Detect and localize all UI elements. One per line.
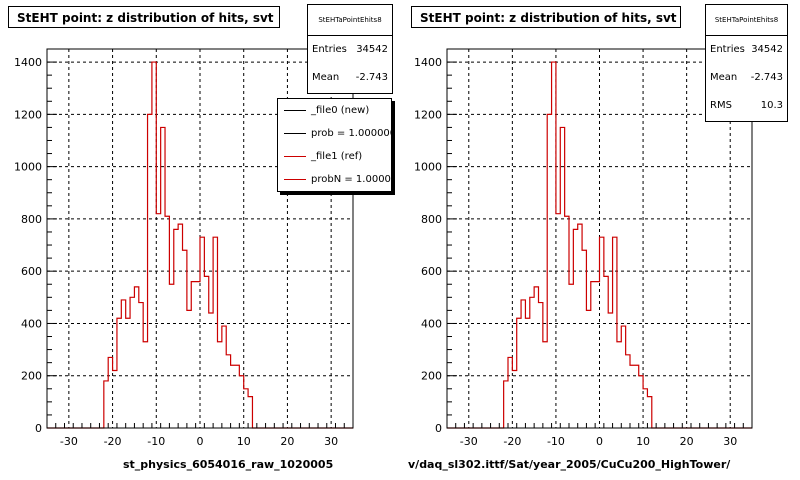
left-x-tick-label: 20 bbox=[280, 435, 294, 448]
left-y-tick-label: 600 bbox=[21, 265, 42, 278]
left-x-tick-label: -20 bbox=[104, 435, 122, 448]
left-y-tick-label: 1400 bbox=[14, 56, 42, 69]
right-y-tick-label: 1000 bbox=[414, 161, 442, 174]
right-stats-mean-label: Mean bbox=[710, 72, 738, 83]
right-histogram-pad: -30 -20 -10 0 10 20 30 0 200 400 600 800 1000 1200 140… bbox=[400, 0, 800, 480]
right-x-axis-title: v/daq_sl302.ittf/Sat/year_2005/CuCu200_H… bbox=[408, 458, 731, 471]
right-chart-title: StEHT point: z distribution of hits, svt bbox=[411, 6, 681, 28]
left-histogram-pad: -30 -20 -10 0 10 20 30 0 200 400 600 800 1000 1200 140… bbox=[8, 4, 393, 471]
legend-entry-file1: _file1 (ref) bbox=[278, 145, 391, 168]
right-y-tick-label: 1200 bbox=[414, 108, 442, 121]
legend-label-prob: prob = 1.000000 bbox=[311, 128, 392, 139]
right-x-tick-label: -20 bbox=[503, 435, 521, 448]
right-stats-rms-value: 10.3 bbox=[760, 100, 783, 111]
legend-entry-file0: _file0 (new) bbox=[278, 99, 391, 122]
left-y-tick-label: 200 bbox=[21, 370, 42, 383]
left-x-tick-label: -30 bbox=[60, 435, 78, 448]
right-histogram-plot: -30 -20 -10 0 10 20 30 0 200 400 600 800 1000 1200 140… bbox=[414, 48, 753, 448]
left-legend: _file0 (new) prob = 1.000000 _file1 (ref… bbox=[277, 98, 392, 192]
right-stats-rms-label: RMS bbox=[710, 100, 732, 111]
right-plot-frame bbox=[446, 48, 753, 429]
left-chart-title: StEHT point: z distribution of hits, svt bbox=[8, 6, 280, 28]
left-x-tick-label: 30 bbox=[324, 435, 338, 448]
legend-line-file0 bbox=[284, 110, 306, 111]
left-y-tick-label: 800 bbox=[21, 213, 42, 226]
left-plot-frame bbox=[46, 48, 354, 429]
right-y-tick-label: 200 bbox=[421, 370, 442, 383]
right-stats-mean-value: -2.743 bbox=[750, 72, 783, 83]
right-y-tick-label: 400 bbox=[421, 317, 442, 330]
left-stats-mean-row: Mean -2.743 bbox=[308, 64, 392, 92]
right-stats-entries-label: Entries bbox=[710, 44, 745, 55]
right-x-tick-label: -10 bbox=[547, 435, 565, 448]
right-x-tick-label: 20 bbox=[680, 435, 694, 448]
left-ticks bbox=[46, 48, 354, 429]
right-stats-entries-value: 34542 bbox=[751, 44, 783, 55]
right-stats-rms-row: RMS 10.3 bbox=[706, 92, 787, 120]
right-histogram-line bbox=[447, 61, 752, 429]
right-x-tick-label: -30 bbox=[460, 435, 478, 448]
legend-entry-prob: prob = 1.000000 bbox=[278, 122, 391, 145]
right-x-tick-label: 0 bbox=[596, 435, 603, 448]
left-x-axis-title: st_physics_6054016_raw_1020005 bbox=[123, 458, 334, 471]
right-stats-histogram-name: StEHTaPointEhits8 bbox=[706, 5, 787, 36]
right-y-tick-label: 800 bbox=[421, 213, 442, 226]
left-grid bbox=[47, 49, 353, 429]
left-x-tick-label: 0 bbox=[197, 435, 204, 448]
legend-label-file1: _file1 (ref) bbox=[311, 151, 363, 162]
right-stats-mean-row: Mean -2.743 bbox=[706, 64, 787, 92]
right-stats-entries-row: Entries 34542 bbox=[706, 36, 787, 64]
left-stats-entries-value: 34542 bbox=[356, 44, 388, 55]
legend-entry-probn: probN = 1.000000 bbox=[278, 168, 391, 191]
left-x-tick-label: -10 bbox=[147, 435, 165, 448]
left-stats-mean-value: -2.743 bbox=[355, 72, 388, 83]
legend-label-probn: probN = 1.000000 bbox=[311, 174, 391, 185]
left-stats-histogram-name: StEHTaPointEhits8 bbox=[308, 5, 392, 36]
legend-line-probn bbox=[284, 179, 306, 180]
right-y-tick-label: 1400 bbox=[414, 56, 442, 69]
right-stats-box: StEHTaPointEhits8 Entries 34542 Mean -2.… bbox=[705, 4, 788, 122]
legend-line-prob bbox=[284, 133, 306, 134]
left-y-tick-label: 0 bbox=[35, 422, 42, 435]
right-x-tick-label: 10 bbox=[636, 435, 650, 448]
left-stats-entries-label: Entries bbox=[312, 44, 347, 55]
left-histogram-line bbox=[47, 61, 353, 429]
left-stats-entries-row: Entries 34542 bbox=[308, 36, 392, 64]
right-x-tick-label: 30 bbox=[723, 435, 737, 448]
left-stats-box: StEHTaPointEhits8 Entries 34542 Mean -2.… bbox=[307, 4, 393, 94]
legend-label-file0: _file0 (new) bbox=[311, 105, 370, 116]
right-y-tick-label: 600 bbox=[421, 265, 442, 278]
left-x-tick-label: 10 bbox=[237, 435, 251, 448]
right-y-tick-label: 0 bbox=[435, 422, 442, 435]
left-y-tick-label: 400 bbox=[21, 317, 42, 330]
left-y-tick-label: 1200 bbox=[14, 108, 42, 121]
right-ticks bbox=[446, 48, 753, 429]
legend-line-file1 bbox=[284, 156, 306, 157]
left-histogram-plot: -30 -20 -10 0 10 20 30 0 200 400 600 800 1000 1200 140… bbox=[14, 48, 354, 448]
left-y-tick-label: 1000 bbox=[14, 161, 42, 174]
left-stats-mean-label: Mean bbox=[312, 72, 340, 83]
